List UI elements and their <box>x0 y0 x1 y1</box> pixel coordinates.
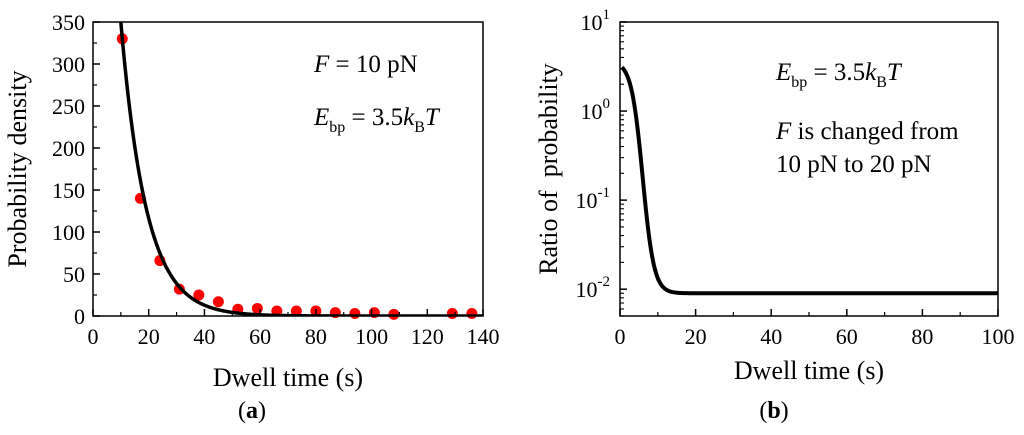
chart-a-data-point <box>251 302 263 314</box>
chart-a-y-tick-label: 350 <box>52 10 85 35</box>
chart-b-x-label: Dwell time (s) <box>734 356 884 385</box>
chart-a-y-tick-label: 50 <box>63 262 85 287</box>
chart-a-x-tick-label: 60 <box>249 324 271 349</box>
chart-a-plot-area <box>116 22 483 320</box>
chart-b-y-tick-label: 10-1 <box>576 185 611 213</box>
chart-b-annotation-energy: Ebp = 3.5kBT <box>775 59 903 91</box>
chart-b-y-tick-label: 10-2 <box>576 274 611 302</box>
chart-a-y-tick-label: 300 <box>52 52 85 77</box>
chart-a-panel-label: (a) <box>238 398 266 424</box>
chart-a-annotation-energy: Ebp = 3.5kBT <box>313 104 441 136</box>
chart-a-x-tick-label: 140 <box>467 324 500 349</box>
chart-a-y-label: Probability density <box>3 70 32 267</box>
chart-a-data-point <box>466 307 478 319</box>
chart-b-series-line <box>620 65 998 296</box>
chart-a-y-tick-label: 150 <box>52 178 85 203</box>
chart-b-x-tick-label: 40 <box>760 324 782 349</box>
chart-b-annotation-line2: F is changed from <box>775 118 959 145</box>
chart-b-x-ticks: 0 20 40 60 80 100 <box>615 309 1015 349</box>
chart-a-data-point <box>212 296 224 308</box>
chart-a-data-point <box>349 307 361 319</box>
chart-a-x-label: Dwell time (s) <box>213 363 363 392</box>
chart-b-x-tick-label: 60 <box>836 324 858 349</box>
chart-a: 0 20 40 60 80 100 120 140 0 50 100 150 200 250 300 350… <box>3 10 500 424</box>
chart-a-x-tick-label: 120 <box>411 324 444 349</box>
chart-a-x-tick-label: 100 <box>355 324 388 349</box>
chart-a-y-tick-label: 200 <box>52 136 85 161</box>
chart-a-y-tick-label: 250 <box>52 94 85 119</box>
chart-b-y-tick-label: 101 <box>581 7 611 35</box>
chart-a-fit-line <box>119 22 483 316</box>
chart-b-panel-label: (b) <box>759 398 788 424</box>
chart-b-y-ticks: 101 100 10-1 10-2 <box>576 7 627 317</box>
chart-b-annotation-line3: 10 pN to 20 pN <box>776 151 932 178</box>
chart-b-x-tick-label: 80 <box>911 324 933 349</box>
chart-b-x-tick-label: 0 <box>615 324 626 349</box>
chart-b-plot-area <box>620 65 998 296</box>
chart-b-x-tick-label: 20 <box>685 324 707 349</box>
chart-b-y-label: Ratio of probability <box>534 63 563 275</box>
chart-a-x-tick-label: 40 <box>193 324 215 349</box>
chart-a-y-tick-label: 100 <box>52 220 85 245</box>
chart-a-data-point <box>290 305 302 317</box>
chart-a-x-tick-label: 20 <box>138 324 160 349</box>
chart-a-data-point <box>446 307 458 319</box>
chart-b: 0 20 40 60 80 100 101 100 10-1 10-2 Dwell time (… <box>534 7 1015 424</box>
chart-a-y-tick-label: 0 <box>74 304 85 329</box>
chart-b-x-tick-label: 100 <box>982 324 1015 349</box>
chart-b-y-tick-label: 100 <box>581 96 611 124</box>
chart-a-x-tick-label: 80 <box>305 324 327 349</box>
chart-a-frame <box>92 21 484 317</box>
chart-a-annotation-force: F = 10 pN <box>313 51 418 78</box>
chart-a-x-tick-label: 0 <box>88 324 99 349</box>
chart-a-x-ticks: 0 20 40 60 80 100 120 140 <box>88 309 500 349</box>
chart-a-data-point <box>193 289 205 301</box>
chart-a-y-ticks: 0 50 100 150 200 250 300 350 <box>52 10 100 329</box>
